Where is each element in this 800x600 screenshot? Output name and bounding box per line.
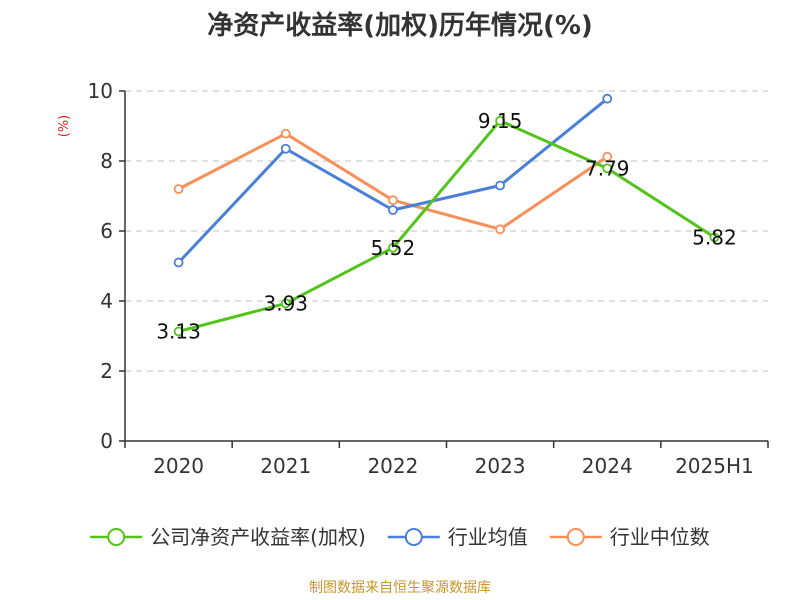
x-tick-label: 2022 [367,454,418,478]
data-label: 3.13 [156,319,201,343]
data-point [173,326,184,337]
x-tick-label: 2020 [153,454,204,478]
legend-label: 行业中位数 [610,525,710,549]
x-tick-label: 2024 [582,454,633,478]
data-point [173,184,184,194]
data-point [280,128,291,139]
legend-label: 公司净资产收益率(加权) [150,525,366,549]
data-point [602,151,613,162]
source-note: 制图数据来自恒生聚源数据库 [309,580,491,596]
data-point [495,180,505,191]
y-tick-label: 8 [100,149,113,173]
y-tick-label: 0 [100,429,113,453]
series-line [177,119,716,333]
grid-lines [125,90,768,372]
y-tick-label: 6 [100,219,113,243]
legend-marker-icon [107,528,126,546]
x-tick-label: 2025H1 [675,454,754,478]
data-point [280,143,291,154]
data-point [495,224,505,235]
y-axis-label: (%) [57,115,72,138]
data-label: 7.79 [585,156,630,180]
legend-label: 行业均值 [448,525,528,549]
data-labels: 3.13 3.93 5.52 9.15 7.79 5.82 [156,109,736,344]
x-tick-label: 2021 [260,454,311,478]
data-point [495,115,505,126]
chart-title: 净资产收益率(加权)历年情况(%) [207,10,593,41]
series-line [177,132,609,231]
data-label: 5.52 [371,236,416,260]
data-point [602,163,613,174]
data-point [388,205,398,215]
data-point [388,195,398,206]
data-point [709,232,720,243]
x-tick-label: 2023 [475,454,526,478]
data-label: 5.82 [692,225,737,249]
data-point [173,257,184,268]
data-point [602,93,613,104]
axes: 0 2 4 6 8 10 2020 2021 2022 2023 2024 2025H1 [88,79,769,478]
data-label: 3.93 [263,291,308,315]
legend-marker-icon [404,528,423,546]
y-tick-label: 2 [100,359,113,383]
legend-marker-icon [566,528,585,546]
data-label: 9.15 [478,109,523,133]
y-tick-label: 10 [88,79,113,103]
data-point [388,242,398,253]
data-point [280,298,291,309]
series-group [173,93,720,337]
y-tick-label: 4 [100,289,113,313]
legend: 公司净资产收益率(加权) 行业均值 行业中位数 [90,525,710,549]
